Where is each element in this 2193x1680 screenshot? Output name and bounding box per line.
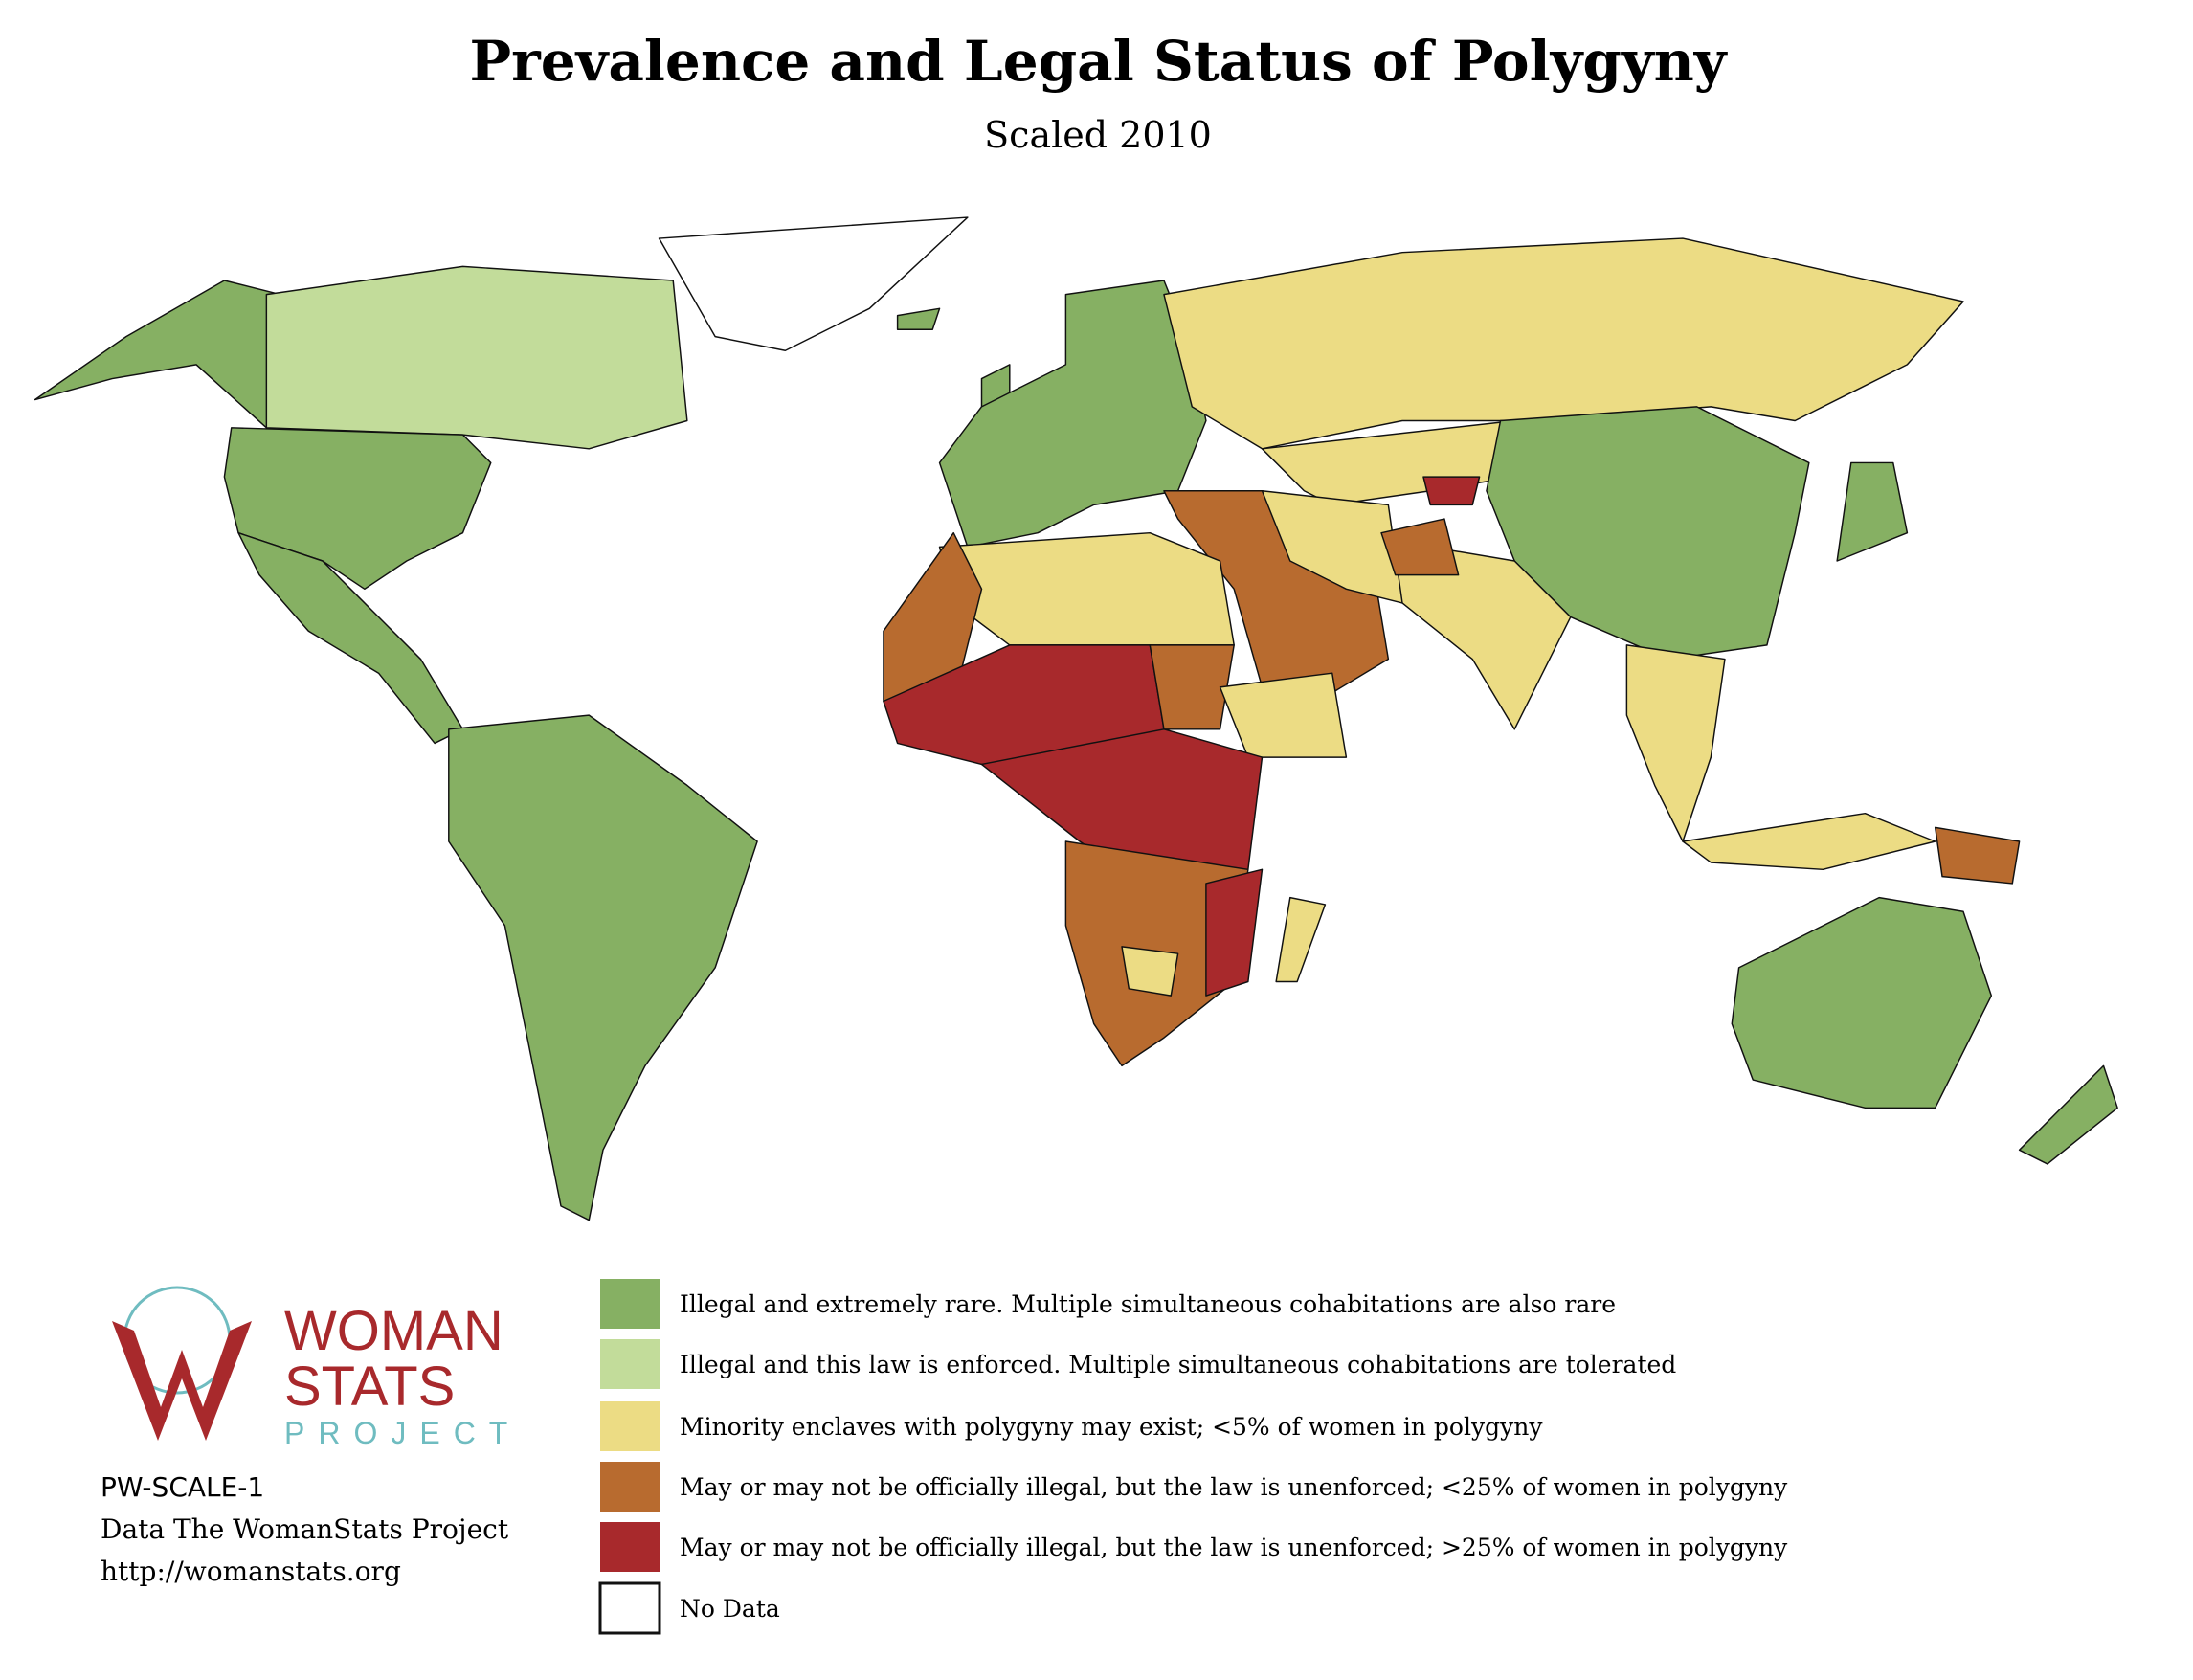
iran	[1261, 490, 1403, 604]
morocco-mauritania	[883, 531, 983, 703]
ethiopia	[1219, 672, 1348, 758]
sudan	[1149, 644, 1235, 730]
logo-line2: STATS	[284, 1355, 455, 1418]
afghanistan	[1380, 518, 1460, 576]
logo: WOMAN STATS PROJECT	[112, 1286, 521, 1450]
south-america	[448, 714, 758, 1221]
legend-swatch	[600, 1339, 660, 1389]
subtitle: Scaled 2010	[984, 114, 1212, 156]
credit: PW-SCALE-1	[101, 1471, 264, 1503]
legend-swatch	[600, 1279, 660, 1329]
madagascar	[1275, 896, 1327, 983]
credit: Data The WomanStats Project	[101, 1513, 509, 1545]
greenland	[658, 216, 969, 351]
legend-label: Minority enclaves with polygyny may exis…	[680, 1413, 1543, 1441]
logo-hands	[112, 1321, 252, 1441]
legend-swatch	[600, 1401, 660, 1451]
north-africa	[938, 531, 1235, 646]
china	[1486, 406, 1810, 661]
legend-swatch	[600, 1522, 660, 1572]
logo-line1: WOMAN	[284, 1300, 503, 1362]
botswana	[1121, 946, 1179, 997]
usa	[223, 427, 492, 591]
legend-label: May or may not be officially illegal, bu…	[680, 1473, 1788, 1501]
mozambique	[1205, 868, 1264, 997]
kyrgyzstan	[1422, 476, 1481, 506]
legend: Illegal and extremely rare. Multiple sim…	[598, 1279, 1788, 1635]
credit: http://womanstats.org	[101, 1556, 401, 1587]
japan	[1836, 461, 1909, 562]
australia	[1731, 896, 1993, 1109]
alaska	[34, 280, 281, 429]
legend-label: Illegal and this law is enforced. Multip…	[680, 1351, 1676, 1378]
title: Prevalence and Legal Status of Polygyny	[470, 29, 1729, 94]
iceland	[896, 307, 941, 331]
indonesia	[1682, 812, 1936, 871]
canada	[265, 265, 688, 450]
papua-new-guinea	[1934, 826, 2021, 885]
legend-label: Illegal and extremely rare. Multiple sim…	[680, 1290, 1616, 1318]
new-zealand	[2018, 1064, 2118, 1165]
logo-line3: PROJECT	[284, 1416, 521, 1450]
europe	[938, 280, 1207, 549]
legend-label: May or may not be officially illegal, bu…	[680, 1534, 1788, 1561]
legend-label: No Data	[680, 1595, 780, 1623]
southeast-asia	[1625, 644, 1726, 842]
legend-swatch	[600, 1462, 660, 1512]
world-map	[34, 216, 2118, 1221]
legend-swatch	[598, 1581, 661, 1635]
